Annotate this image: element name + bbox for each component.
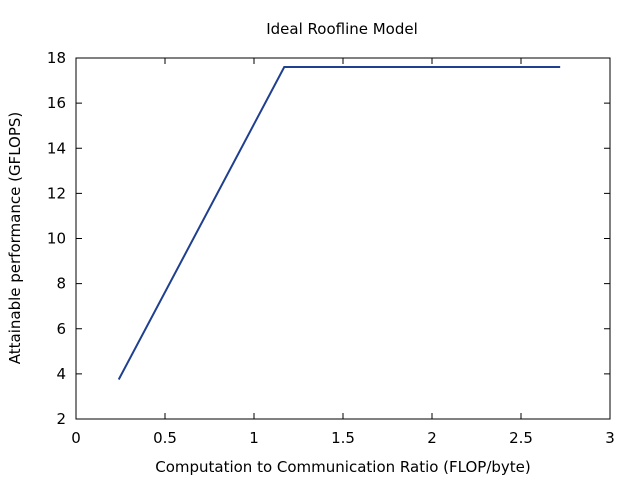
x-tick-label: 2.5 [509, 429, 533, 447]
y-tick-label: 16 [47, 94, 66, 112]
y-tick-label: 18 [47, 49, 66, 67]
y-tick-label: 8 [56, 275, 66, 293]
y-tick-label: 14 [47, 139, 66, 157]
x-tick-label: 0.5 [153, 429, 177, 447]
y-tick-label: 12 [47, 184, 66, 202]
x-tick-label: 3 [605, 429, 615, 447]
chart-title: Ideal Roofline Model [266, 20, 418, 38]
x-tick-label: 0 [71, 429, 81, 447]
x-axis: 0 0.5 1 1.5 2 2.5 3 [71, 58, 615, 447]
y-tick-label: 10 [47, 230, 66, 248]
x-tick-label: 1.5 [331, 429, 355, 447]
y-tick-label: 4 [56, 365, 66, 383]
plot-area-frame [75, 57, 611, 420]
y-axis: 2 4 6 8 10 12 14 16 18 [47, 49, 610, 428]
x-axis-label: Computation to Communication Ratio (FLOP… [155, 458, 531, 476]
roofline-series-line [117, 66, 561, 380]
y-tick-label: 2 [56, 410, 66, 428]
y-axis-label: Attainable performance (GFLOPS) [6, 112, 24, 365]
series-layer [117, 66, 561, 380]
x-tick-label: 1 [249, 429, 259, 447]
y-tick-label: 6 [56, 320, 66, 338]
x-tick-label: 2 [427, 429, 437, 447]
